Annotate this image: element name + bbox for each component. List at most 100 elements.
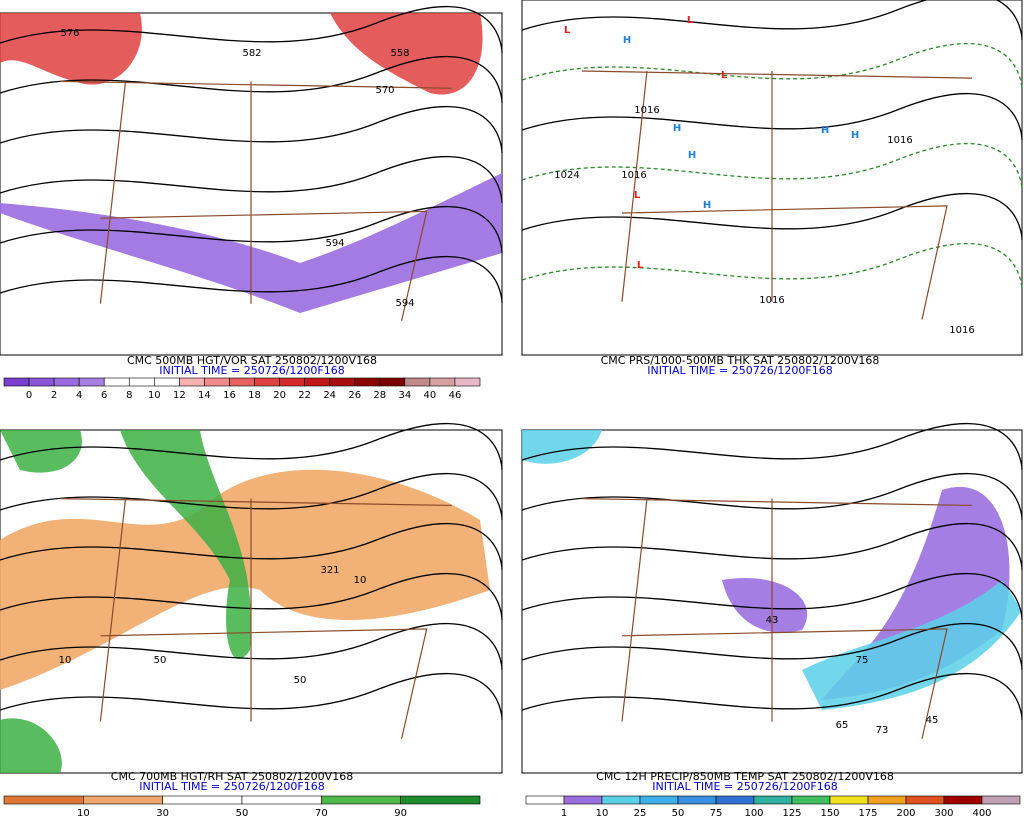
contour <box>0 206 503 254</box>
colorbar-label: 4 <box>76 390 82 401</box>
map-label: 582 <box>242 48 261 59</box>
map-label: 73 <box>876 725 889 736</box>
colorbar-box <box>162 795 243 805</box>
map-label: L <box>721 70 728 81</box>
colorbar-box <box>154 377 180 387</box>
contour <box>0 573 503 621</box>
caption-title: CMC PRS/1000-500MB THK SAT 250802/1200V1… <box>601 354 880 367</box>
map-panel: L L L L L H H H H H H 1016 1024 1016 1016 1016 1016 <box>521 0 1023 356</box>
contour <box>521 673 1023 721</box>
colorbar-label: 50 <box>672 808 685 819</box>
shaded-field <box>0 13 483 95</box>
colorbar-box <box>791 795 831 805</box>
colorbar-box <box>943 795 983 805</box>
contour <box>0 106 503 154</box>
contour <box>0 156 503 204</box>
colorbar-box <box>304 377 330 387</box>
map-label: L <box>687 15 694 26</box>
contour <box>521 423 1023 471</box>
colorbar-box <box>404 377 431 387</box>
map-label: 570 <box>375 85 394 96</box>
colorbar-label: 150 <box>820 808 839 819</box>
colorbar-box <box>279 377 305 387</box>
colorbar-box <box>454 377 481 387</box>
colorbar-box <box>204 377 230 387</box>
map-label: 10 <box>354 575 367 586</box>
colorbar-box <box>563 795 603 805</box>
caption-initial-time: INITIAL TIME = 250726/1200F168 <box>139 780 324 793</box>
colorbar-label: 2 <box>51 390 57 401</box>
contour <box>521 243 1023 291</box>
contour <box>0 623 503 671</box>
colorbar-box <box>715 795 755 805</box>
colorbar-box <box>229 377 255 387</box>
map-label: 50 <box>154 655 167 666</box>
colorbar-label: 28 <box>373 390 386 401</box>
map-label: 50 <box>294 675 307 686</box>
colorbar-label: 175 <box>858 808 877 819</box>
map-label: 1016 <box>621 170 646 181</box>
map-label: 65 <box>836 720 849 731</box>
shaded-field <box>0 173 502 313</box>
colorbar-label: 10 <box>77 808 90 819</box>
map-label: 576 <box>60 28 79 39</box>
colorbar-label: 22 <box>298 390 311 401</box>
map-label: 1016 <box>949 325 974 336</box>
colorbar-label: 16 <box>223 390 236 401</box>
colorbar-box <box>753 795 793 805</box>
map-label: 1016 <box>759 295 784 306</box>
contour <box>0 56 503 104</box>
contour <box>0 523 503 571</box>
colorbar-label: 70 <box>315 808 328 819</box>
map-label: H <box>623 35 631 46</box>
caption-title: CMC 700MB HGT/RH SAT 250802/1200V168 <box>111 770 353 783</box>
borders <box>581 498 973 739</box>
contour <box>0 423 503 471</box>
colorbar-box <box>601 795 641 805</box>
map-label: 43 <box>766 615 779 626</box>
colorbar-box <box>379 377 406 387</box>
borders <box>60 80 452 321</box>
colorbar-label: 8 <box>126 390 132 401</box>
map-label: 10 <box>59 655 72 666</box>
colorbar-box <box>3 795 84 805</box>
colorbar-label: 100 <box>744 808 763 819</box>
map-label: L <box>634 190 641 201</box>
colorbar-label: 30 <box>156 808 169 819</box>
colorbar-box <box>3 377 30 387</box>
colorbar-label: 12 <box>173 390 186 401</box>
map-label: 594 <box>395 298 414 309</box>
colorbar-label: 0 <box>26 390 32 401</box>
colorbar-box <box>254 377 280 387</box>
map-label: 321 <box>320 565 339 576</box>
colorbar-label: 10 <box>148 390 161 401</box>
map-label: 1024 <box>554 170 579 181</box>
colorbar-label: 26 <box>348 390 361 401</box>
caption-initial-time: INITIAL TIME = 250726/1200F168 <box>647 364 832 377</box>
colorbar-box <box>103 377 130 387</box>
colorbar-label: 14 <box>198 390 211 401</box>
colorbar-box <box>28 377 55 387</box>
colorbar-box <box>639 795 679 805</box>
map-label: 1016 <box>887 135 912 146</box>
colorbar-label: 300 <box>934 808 953 819</box>
contour <box>521 43 1023 91</box>
colorbar-label: 40 <box>424 390 437 401</box>
colorbar-label: 10 <box>596 808 609 819</box>
colorbar-box <box>78 377 105 387</box>
colorbar-box <box>905 795 945 805</box>
contour <box>521 143 1023 191</box>
contour <box>521 473 1023 521</box>
map-label: H <box>673 123 681 134</box>
colorbar-label: 46 <box>449 390 462 401</box>
contour <box>521 623 1023 671</box>
contour <box>0 473 503 521</box>
shaded-field <box>0 430 252 773</box>
contour <box>521 523 1023 571</box>
contour <box>0 673 503 721</box>
colorbar-label: 400 <box>972 808 991 819</box>
contour <box>0 256 503 304</box>
colorbar-box <box>179 377 205 387</box>
map-label: 45 <box>926 715 939 726</box>
